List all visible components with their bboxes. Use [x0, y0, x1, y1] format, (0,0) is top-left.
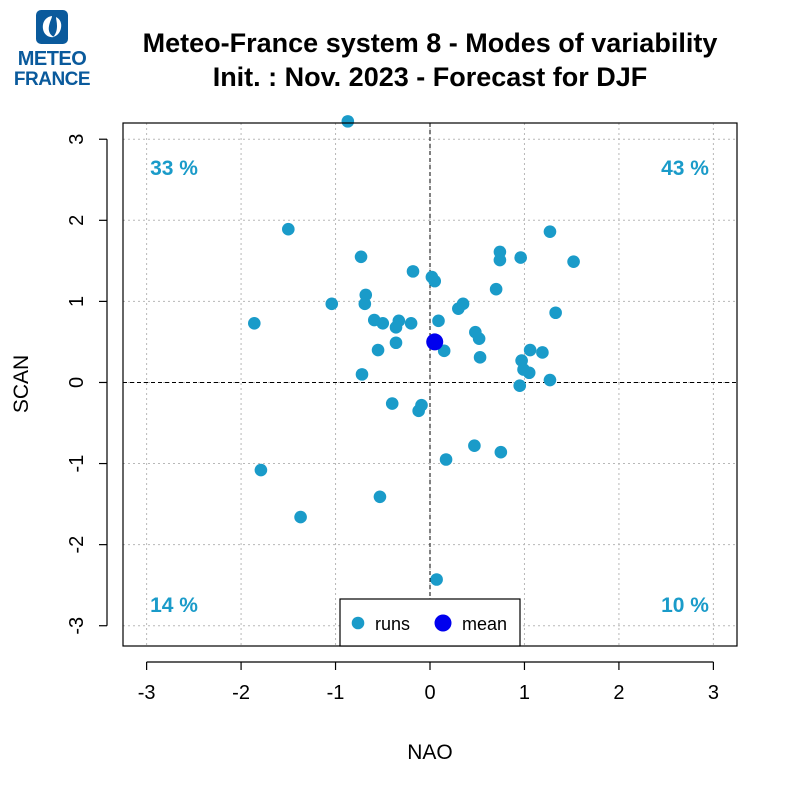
y-tick-label: 3 [66, 134, 88, 145]
run-point [567, 255, 580, 268]
run-point [248, 316, 261, 330]
run-point [371, 343, 385, 357]
x-tick-label: -2 [232, 682, 250, 704]
run-point [389, 321, 403, 334]
run-point [522, 366, 536, 380]
run-point [341, 115, 355, 128]
reference-lines [123, 123, 737, 646]
run-point [376, 316, 390, 330]
run-point [437, 344, 451, 358]
logo-text-line1: METEO [17, 48, 87, 70]
legend-runs-label: runs [375, 614, 410, 634]
x-tick-label: 1 [519, 682, 530, 704]
chart-title-line2: Init. : Nov. 2023 - Forecast for DJF [212, 62, 648, 92]
x-axis-label: NAO [407, 741, 453, 764]
x-tick-label: -1 [327, 682, 345, 704]
run-point [472, 332, 486, 345]
y-axis: -3 -2 -1 0 1 2 3 [66, 134, 108, 635]
run-point [412, 404, 425, 418]
y-tick-label: 0 [66, 377, 88, 388]
run-point [294, 510, 307, 524]
run-point [489, 282, 503, 296]
x-tick-label: 0 [424, 682, 435, 704]
legend-mean-marker [434, 614, 452, 632]
x-axis: -3 -2 -1 0 1 2 3 [138, 661, 719, 704]
run-point [430, 573, 443, 586]
legend-runs-marker [351, 616, 365, 630]
y-tick-label: 1 [66, 296, 88, 307]
run-point [432, 314, 445, 328]
quadrant-label-bottom-left: 14 % [150, 594, 198, 617]
run-point [536, 346, 549, 359]
run-point [282, 222, 295, 236]
run-point [254, 463, 268, 477]
run-point [494, 445, 508, 459]
y-tick-label: 2 [66, 215, 88, 226]
run-point [358, 297, 372, 311]
quadrant-label-top-left: 33 % [150, 157, 198, 180]
data-points [248, 115, 580, 586]
y-tick-label: -3 [66, 617, 88, 635]
run-point [385, 397, 399, 410]
run-point [389, 336, 403, 350]
legend: runs mean [339, 598, 521, 647]
run-point [456, 297, 470, 311]
x-tick-label: 2 [613, 682, 624, 704]
run-point [325, 297, 339, 311]
quadrant-labels: 33 % 43 % 14 % 10 % [150, 157, 709, 617]
run-point [493, 253, 507, 267]
run-point [549, 306, 562, 320]
run-point [514, 251, 527, 264]
meteo-france-logo: METEO FRANCE [6, 8, 91, 92]
quadrant-label-top-right: 43 % [661, 157, 709, 180]
logo-text-line2: FRANCE [13, 69, 91, 90]
meteo-france-logo-icon [36, 10, 68, 44]
quadrant-label-bottom-right: 10 % [661, 594, 709, 617]
run-point [428, 274, 442, 288]
x-tick-label: 3 [708, 682, 719, 704]
run-point [404, 316, 418, 330]
run-point [513, 379, 527, 393]
chart-title-line1: Meteo-France system 8 - Modes of variabi… [142, 28, 718, 58]
run-point [373, 490, 387, 504]
run-point [355, 368, 369, 381]
run-point [468, 439, 481, 453]
run-point [439, 453, 453, 466]
run-point [406, 265, 420, 278]
run-point [543, 373, 557, 387]
x-tick-label: -3 [138, 682, 156, 704]
legend-box [339, 598, 521, 647]
y-axis-label: SCAN [10, 355, 33, 413]
run-point [543, 225, 557, 238]
mean-point [426, 333, 444, 351]
run-point [473, 351, 487, 364]
y-tick-label: -1 [66, 455, 88, 473]
run-point [523, 343, 537, 357]
run-point [354, 250, 368, 264]
legend-mean-label: mean [462, 614, 507, 634]
y-tick-label: -2 [66, 536, 88, 554]
